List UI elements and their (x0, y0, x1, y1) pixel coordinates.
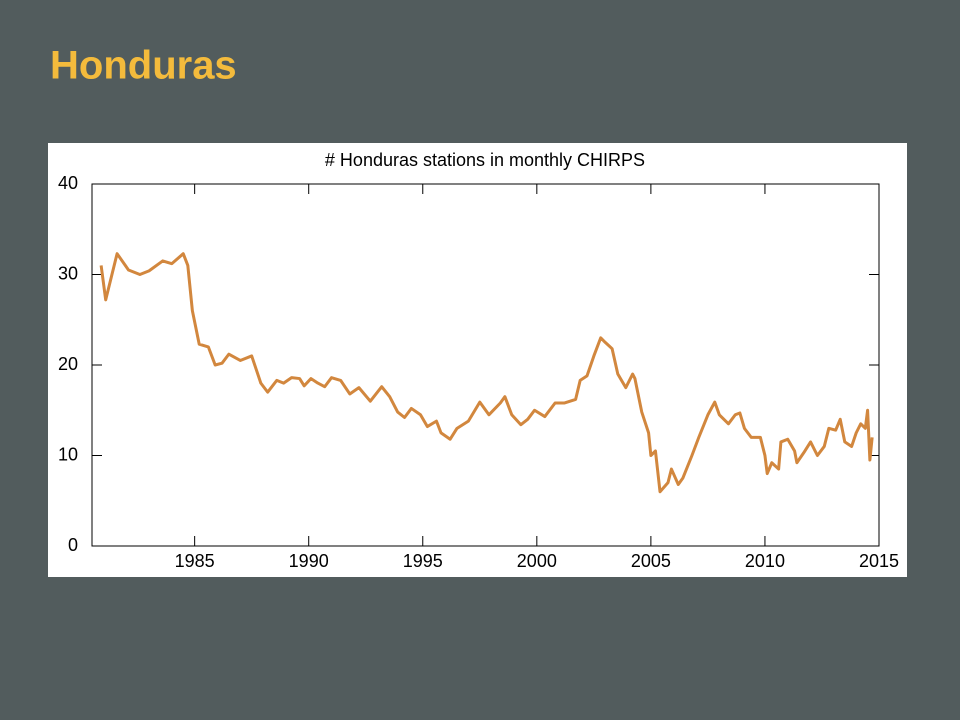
slide-title: Honduras (50, 44, 237, 88)
chart-background (48, 143, 907, 577)
y-tick-label: 0 (68, 535, 78, 555)
y-tick-label: 40 (58, 173, 78, 193)
data-line (99, 252, 874, 494)
x-tick-label: 1990 (289, 551, 329, 571)
x-tick-label: 2010 (745, 551, 785, 571)
y-tick-label: 20 (58, 354, 78, 374)
chart-title: # Honduras stations in monthly CHIRPS (325, 150, 645, 170)
y-tick-label: 30 (58, 263, 78, 283)
x-tick-label: 2015 (859, 551, 899, 571)
x-tick-label: 2000 (517, 551, 557, 571)
x-tick-label: 1995 (403, 551, 443, 571)
x-tick-label: 2005 (631, 551, 671, 571)
y-tick-label: 10 (58, 444, 78, 464)
x-tick-label: 1985 (175, 551, 215, 571)
